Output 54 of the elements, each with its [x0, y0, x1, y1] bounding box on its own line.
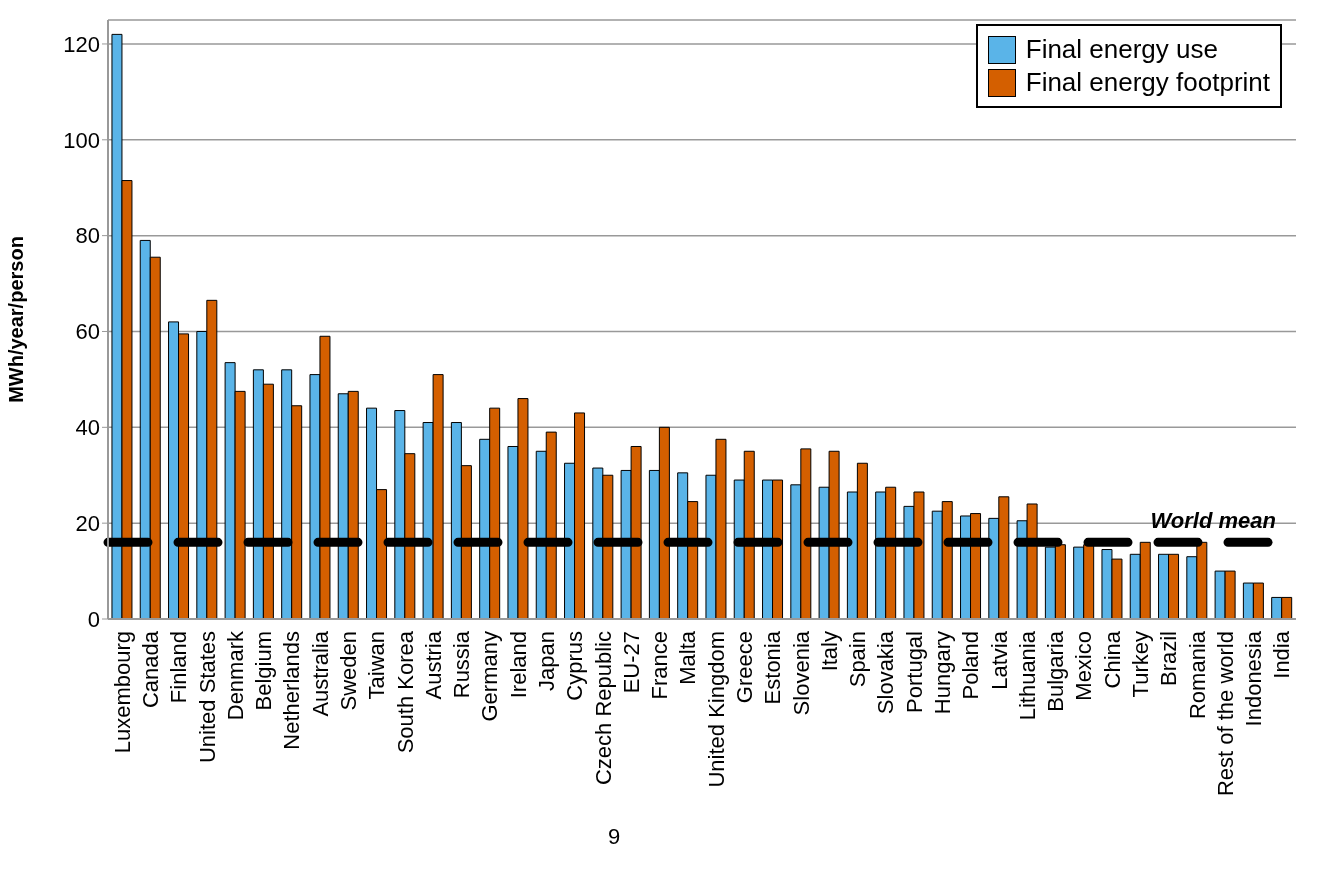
x-tick-label: United States — [194, 631, 220, 764]
x-tick-label: South Korea — [392, 630, 418, 754]
x-tick-label: Brazil — [1156, 631, 1182, 687]
x-tick-label: Austria — [420, 630, 446, 700]
x-tick-label: Taiwan — [364, 631, 390, 700]
y-tick-label: 80 — [75, 223, 100, 249]
x-tick-label: Belgium — [251, 631, 277, 711]
legend-label: Final energy use — [1025, 34, 1218, 65]
x-tick-label: Netherlands — [279, 631, 305, 750]
x-tick-label: Slovakia — [873, 630, 899, 715]
y-tick-label: 40 — [75, 415, 100, 441]
y-tick-label: 60 — [75, 319, 100, 345]
x-tick-label: EU-27 — [618, 631, 644, 694]
x-tick-label: Italy — [816, 631, 842, 672]
x-tick-label: Indonesia — [1241, 630, 1267, 727]
x-tick-label: Spain — [845, 631, 871, 688]
y-tick-label: 0 — [87, 606, 100, 632]
x-tick-label: Malta — [675, 630, 701, 685]
x-tick-label: Bulgaria — [1043, 630, 1069, 712]
x-tick-label: Cyprus — [562, 631, 588, 701]
y-axis-title: MWh/year/person — [5, 236, 28, 403]
x-tick-label: Hungary — [929, 631, 955, 715]
y-tick-label: 100 — [63, 127, 100, 153]
x-tick-label: Lithuania — [1014, 630, 1040, 721]
x-tick-label: France — [647, 631, 673, 700]
x-tick-label: Portugal — [901, 631, 927, 713]
text: 9 — [608, 824, 621, 850]
x-tick-label: Japan — [533, 631, 559, 691]
x-tick-label: Greece — [731, 631, 757, 704]
x-tick-label: Estonia — [760, 630, 786, 705]
y-tick-label: 20 — [75, 510, 100, 536]
x-tick-label: Czech Republic — [590, 631, 616, 786]
x-tick-label: United Kingdom — [703, 631, 729, 788]
x-tick-label: Romania — [1184, 630, 1210, 720]
x-tick-label: India — [1269, 630, 1295, 679]
x-tick-label: Rest of the world — [1212, 631, 1238, 797]
x-tick-label: Slovenia — [788, 630, 814, 716]
legend-label: Final energy footprint — [1025, 67, 1270, 98]
y-tick-label: 120 — [63, 31, 100, 57]
x-tick-label: Australia — [307, 630, 333, 717]
x-tick-label: Denmark — [222, 630, 248, 721]
x-tick-label: Ireland — [505, 631, 531, 699]
x-tick-label: China — [1099, 630, 1125, 689]
x-tick-label: Poland — [958, 631, 984, 700]
x-tick-label: Latvia — [986, 630, 1012, 690]
x-tick-label: Russia — [449, 630, 475, 699]
x-tick-label: Mexico — [1071, 631, 1097, 701]
x-tick-label: Turkey — [1127, 631, 1153, 698]
x-tick-label: Luxembourg — [109, 631, 135, 754]
ref-line-label: World mean — [1150, 508, 1276, 534]
x-tick-label: Finland — [166, 631, 192, 704]
x-tick-label: Canada — [137, 630, 163, 709]
x-tick-label: Germany — [477, 631, 503, 722]
x-tick-label: Sweden — [335, 631, 361, 711]
